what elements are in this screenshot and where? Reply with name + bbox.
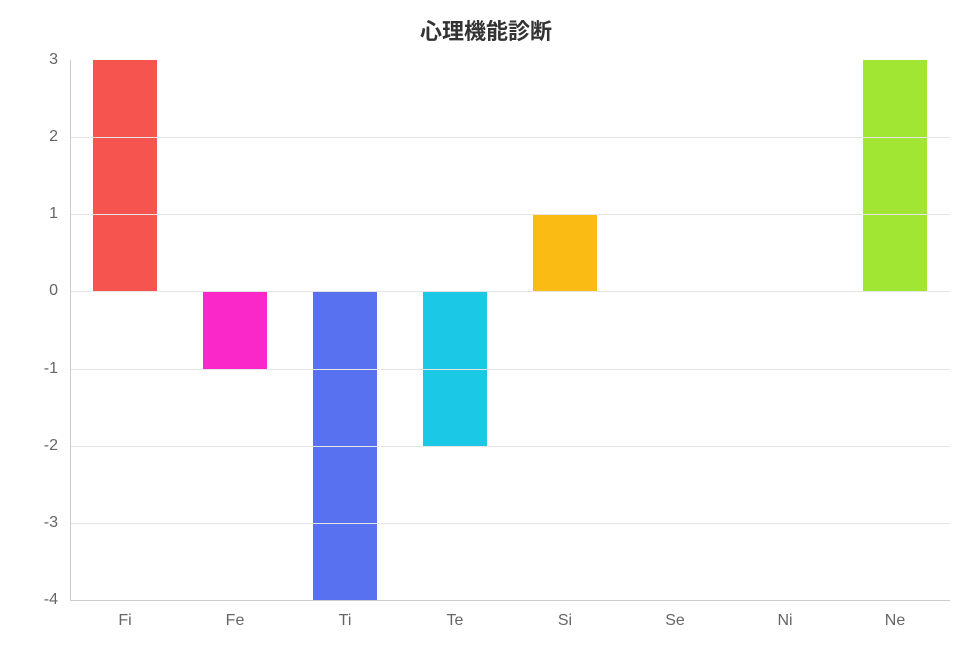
gridline <box>70 523 950 524</box>
plot-area: -4-3-2-10123FiFeTiTeSiSeNiNe <box>70 60 950 600</box>
y-tick-label: -4 <box>18 591 58 609</box>
y-tick-label: 0 <box>18 282 58 300</box>
x-tick-label: Te <box>447 612 464 630</box>
gridline <box>70 137 950 138</box>
chart-title: 心理機能診断 <box>0 14 972 46</box>
bar-fi <box>93 60 157 291</box>
y-tick-label: -2 <box>18 437 58 455</box>
gridline <box>70 369 950 370</box>
gridline <box>70 291 950 292</box>
bars-layer <box>70 60 950 600</box>
y-tick-label: 2 <box>18 128 58 146</box>
x-tick-label: Ti <box>339 612 352 630</box>
x-tick-label: Fi <box>118 612 131 630</box>
x-axis-line <box>70 600 950 601</box>
y-axis-line <box>70 60 71 600</box>
bar-si <box>533 214 597 291</box>
x-tick-label: Ni <box>777 612 792 630</box>
x-tick-label: Si <box>558 612 572 630</box>
x-tick-label: Ne <box>885 612 905 630</box>
y-tick-label: 1 <box>18 205 58 223</box>
bar-fe <box>203 291 267 368</box>
x-tick-label: Fe <box>226 612 245 630</box>
bar-ne <box>863 60 927 291</box>
y-tick-label: -3 <box>18 514 58 532</box>
y-tick-label: 3 <box>18 51 58 69</box>
gridline <box>70 214 950 215</box>
x-tick-label: Se <box>665 612 685 630</box>
y-tick-label: -1 <box>18 360 58 378</box>
gridline <box>70 446 950 447</box>
chart-container: 心理機能診断 -4-3-2-10123FiFeTiTeSiSeNiNe <box>0 0 972 660</box>
